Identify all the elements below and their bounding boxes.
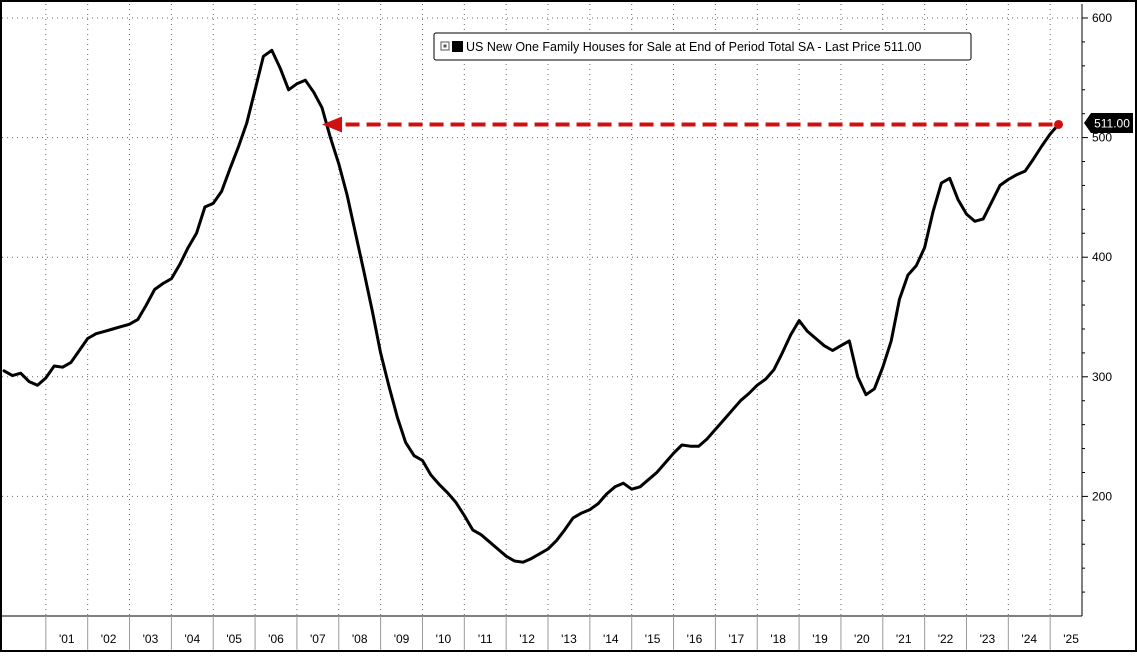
series-layer bbox=[2, 48, 1060, 564]
y-tick-label: 200 bbox=[1092, 489, 1112, 503]
grid-lines bbox=[2, 4, 1082, 616]
x-tick-label: '22 bbox=[938, 632, 954, 646]
x-tick-label: '03 bbox=[143, 632, 159, 646]
legend-label: US New One Family Houses for Sale at End… bbox=[466, 40, 921, 54]
x-tick-label: '09 bbox=[394, 632, 410, 646]
x-axis-band bbox=[2, 616, 1082, 650]
annotation-arrowhead bbox=[322, 116, 343, 133]
y-axis: 600 500 400 300 200 bbox=[1082, 11, 1112, 593]
y-tick-label: 300 bbox=[1092, 370, 1112, 384]
x-tick-label: '19 bbox=[812, 632, 828, 646]
x-tick-label: '04 bbox=[184, 632, 200, 646]
legend-box bbox=[433, 32, 972, 61]
x-tick-label: '01 bbox=[59, 632, 75, 646]
series-line bbox=[2, 48, 1060, 564]
x-axis: '01 '02 '03 '04 '05 '06 '07 '08 '09 '10 '11 '12 '13 '… bbox=[45, 616, 1079, 650]
x-tick-label: '12 bbox=[519, 632, 535, 646]
x-tick-label: '18 bbox=[770, 632, 786, 646]
y-tick-label: 400 bbox=[1092, 250, 1112, 264]
x-tick-label: '25 bbox=[1063, 632, 1079, 646]
x-tick-label: '23 bbox=[980, 632, 996, 646]
x-tick-label: '13 bbox=[561, 632, 577, 646]
last-value-badge bbox=[1084, 113, 1133, 133]
x-tick-label: '15 bbox=[645, 632, 661, 646]
x-tick-label: '07 bbox=[310, 632, 326, 646]
x-tick-label: '20 bbox=[854, 632, 870, 646]
x-tick-label: '02 bbox=[101, 632, 117, 646]
x-tick-label: '17 bbox=[728, 632, 744, 646]
x-tick-label: '05 bbox=[226, 632, 242, 646]
x-tick-label: '08 bbox=[352, 632, 368, 646]
x-tick-label: '16 bbox=[687, 632, 703, 646]
legend: US New One Family Houses for Sale at End… bbox=[433, 32, 972, 61]
annotation-endpoint-dot bbox=[1054, 119, 1064, 129]
x-tick-label: '11 bbox=[478, 632, 493, 646]
x-tick-label: '24 bbox=[1021, 632, 1037, 646]
x-tick-label: '14 bbox=[603, 632, 619, 646]
legend-toggle-dot bbox=[443, 44, 447, 48]
last-value-tag: 511.00 bbox=[1084, 113, 1133, 133]
annotation-layer bbox=[322, 116, 1064, 133]
legend-swatch bbox=[452, 41, 463, 52]
x-tick-label: '06 bbox=[268, 632, 284, 646]
y-tick-label: 600 bbox=[1092, 11, 1112, 25]
x-tick-label: '21 bbox=[896, 632, 912, 646]
x-tick-label: '10 bbox=[436, 632, 452, 646]
last-value-label: 511.00 bbox=[1094, 117, 1130, 131]
y-tick-label: 500 bbox=[1092, 131, 1112, 145]
